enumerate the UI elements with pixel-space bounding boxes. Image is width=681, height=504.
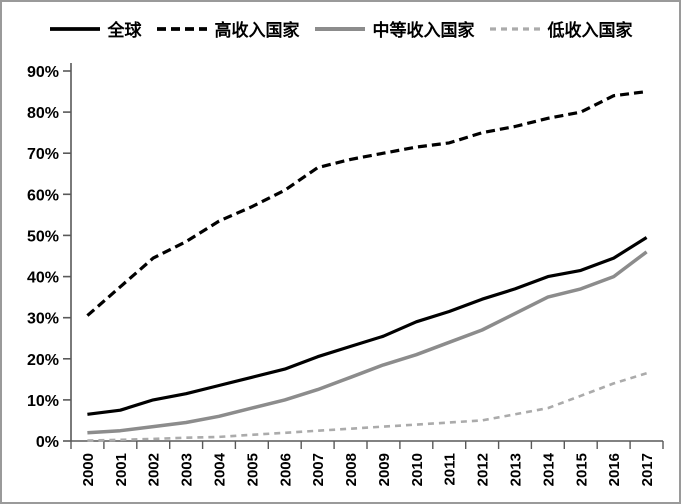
legend-line-swatch-icon xyxy=(489,26,540,31)
x-tick-label: 2006 xyxy=(277,453,294,486)
x-tick-label: 2005 xyxy=(244,453,261,486)
y-tick-label: 90% xyxy=(27,64,59,81)
x-tick-label: 2012 xyxy=(475,453,492,486)
legend-label: 低收入国家 xyxy=(547,21,633,41)
x-tick-label: 2015 xyxy=(573,453,590,486)
x-tick-label: 2017 xyxy=(639,453,656,486)
y-tick-label: 80% xyxy=(27,105,59,122)
legend-line-swatch-icon xyxy=(49,26,100,31)
series-line-3 xyxy=(87,371,647,442)
y-tick-label: 20% xyxy=(27,352,59,369)
chart-legend: 全球 高收入国家 中等收入国家 低收入国家 xyxy=(2,16,679,41)
y-tick-label: 60% xyxy=(27,187,59,204)
y-tick-label: 30% xyxy=(27,311,59,328)
y-tick-label: 50% xyxy=(27,228,59,245)
x-tick-label: 2007 xyxy=(310,453,327,486)
legend-label: 全球 xyxy=(107,21,142,41)
x-tick-label: 2002 xyxy=(146,453,163,486)
y-tick-label: 70% xyxy=(27,146,59,163)
legend-item-2: 中等收入国家 xyxy=(314,16,475,41)
legend-item-3: 低收入国家 xyxy=(489,16,633,41)
series-line-1 xyxy=(86,90,647,317)
y-tick-label: 40% xyxy=(27,270,59,287)
x-tick-label: 2013 xyxy=(508,453,525,486)
x-tick-label: 2009 xyxy=(376,453,393,486)
x-tick-label: 2000 xyxy=(80,453,97,486)
legend-item-0: 全球 xyxy=(49,16,142,41)
y-tick-label: 0% xyxy=(36,434,59,451)
x-tick-label: 2001 xyxy=(113,453,130,486)
legend-line-swatch-icon xyxy=(314,26,365,31)
y-tick-label: 10% xyxy=(27,393,59,410)
x-tick-label: 2003 xyxy=(179,453,196,486)
series-line-0 xyxy=(87,236,648,416)
series-line-2 xyxy=(87,250,648,435)
x-tick-label: 2008 xyxy=(343,453,360,486)
x-tick-label: 2016 xyxy=(606,453,623,486)
legend-line-swatch-icon xyxy=(156,26,207,31)
x-tick-label: 2011 xyxy=(442,453,459,486)
legend-item-1: 高收入国家 xyxy=(156,16,300,41)
x-tick-label: 2014 xyxy=(540,452,557,486)
legend-label: 中等收入国家 xyxy=(372,21,475,41)
legend-label: 高收入国家 xyxy=(214,21,300,41)
x-tick-label: 2004 xyxy=(212,452,229,486)
x-tick-label: 2010 xyxy=(409,453,426,486)
